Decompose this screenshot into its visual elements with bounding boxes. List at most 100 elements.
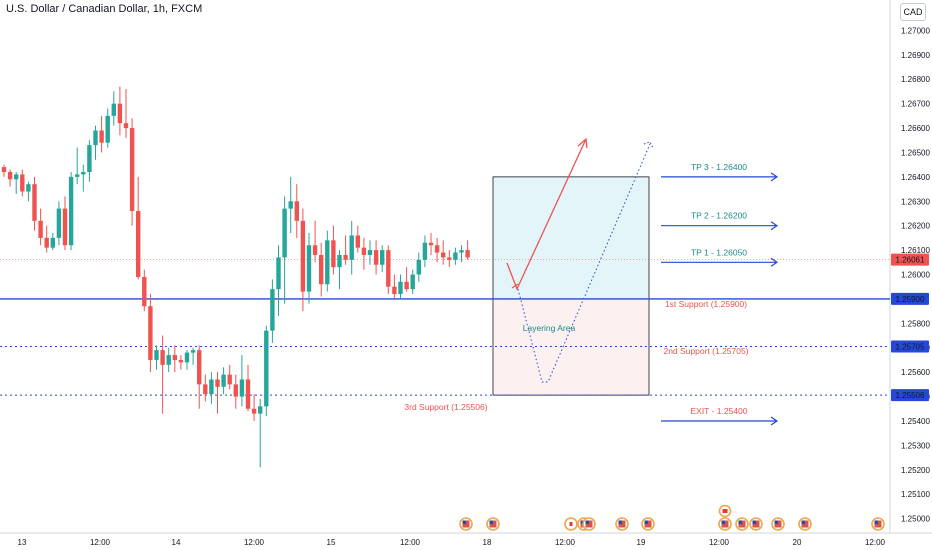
price-axis[interactable]: 1.27000 1.26900 1.26800 1.26700 1.26600 1.265… xyxy=(891,26,930,524)
us-flag-icon xyxy=(735,517,749,531)
candle-body xyxy=(331,240,336,268)
candle xyxy=(386,245,391,295)
flag-canton xyxy=(752,520,756,524)
candle xyxy=(294,184,299,238)
candle xyxy=(361,237,367,270)
candle-body xyxy=(178,359,184,363)
candle xyxy=(422,235,428,268)
candle xyxy=(129,118,135,226)
candle xyxy=(398,274,403,299)
candle xyxy=(87,140,92,182)
candle xyxy=(20,169,25,197)
flag-canton xyxy=(580,520,584,524)
candle-body xyxy=(44,237,49,248)
price-tick-label: 1.25000 xyxy=(901,515,930,524)
candle xyxy=(349,220,354,275)
currency-button[interactable]: CAD xyxy=(900,3,926,21)
price-badge xyxy=(891,389,929,402)
candle xyxy=(7,169,13,187)
candle xyxy=(190,347,196,365)
candle xyxy=(136,176,141,280)
candle xyxy=(319,242,324,297)
candle xyxy=(111,91,116,126)
us-flag-icon xyxy=(582,517,596,531)
candle xyxy=(203,374,208,402)
target-arrow-head xyxy=(770,416,779,426)
candle-body xyxy=(50,237,55,248)
flag-canton xyxy=(874,520,878,524)
candle-body xyxy=(300,220,306,292)
flag-canton xyxy=(774,520,778,524)
candle xyxy=(392,274,397,299)
canada-flag-icon xyxy=(564,517,578,531)
candle-body xyxy=(428,242,434,246)
economic-event-icons xyxy=(459,504,885,531)
price-tick-label: 1.26500 xyxy=(901,148,930,157)
candle xyxy=(331,225,336,275)
candle-body xyxy=(99,130,104,143)
candle-body xyxy=(215,379,220,387)
candle xyxy=(154,345,159,370)
candle-body xyxy=(160,350,165,365)
candle-body xyxy=(465,250,470,258)
price-badge xyxy=(891,253,929,266)
price-tick-label: 1.26600 xyxy=(901,124,930,133)
us-flag-icon xyxy=(641,517,655,531)
projection-paths xyxy=(506,137,654,383)
candle xyxy=(453,247,458,265)
candle-body xyxy=(373,250,379,265)
price-tick-label: 1.26200 xyxy=(901,222,930,231)
candle xyxy=(184,350,190,370)
us-flag-icon xyxy=(749,517,763,531)
candle xyxy=(337,250,342,290)
candle-body xyxy=(404,281,409,290)
candle xyxy=(447,250,452,268)
support-3-label: 3rd Support (1.25506) xyxy=(404,402,487,412)
time-tick-label: 14 xyxy=(172,538,181,547)
target-arrow-head xyxy=(770,172,779,182)
candle xyxy=(227,364,232,390)
price-tick-label: 1.26700 xyxy=(901,100,930,109)
candle-body xyxy=(258,406,263,414)
time-tick-label: 12:00 xyxy=(90,538,111,547)
candle-body xyxy=(209,379,214,395)
target-arrow-head xyxy=(770,221,779,231)
candle xyxy=(258,399,263,468)
target-label: TP 1 - 1.26050 xyxy=(691,247,747,257)
time-axis[interactable]: 13 12:00 14 12:00 15 12:00 18 12:00 19 12:00 20 12:… xyxy=(18,538,886,547)
candle-body xyxy=(172,355,177,360)
flag-canton xyxy=(618,520,622,524)
candle-body xyxy=(288,201,293,209)
candle-body xyxy=(136,211,141,277)
time-tick-label: 12:00 xyxy=(709,538,730,547)
candle xyxy=(434,237,440,263)
flag-canton xyxy=(738,520,742,524)
candle-body xyxy=(355,235,360,248)
candle xyxy=(1,164,7,177)
candle xyxy=(343,235,348,265)
candle-body xyxy=(1,167,7,172)
arrow-head xyxy=(577,137,588,149)
candle-body xyxy=(62,208,68,246)
us-flag-icon xyxy=(871,517,885,531)
candle-body xyxy=(166,355,171,365)
candle-body xyxy=(129,128,135,212)
candle-body xyxy=(337,254,342,268)
candle-body xyxy=(270,289,275,331)
flag-leaf xyxy=(569,522,573,526)
candle xyxy=(465,240,470,260)
candle-body xyxy=(312,245,318,255)
candle-body xyxy=(117,103,123,124)
candle xyxy=(62,196,68,251)
candle-body xyxy=(386,250,391,287)
candle xyxy=(93,125,98,160)
candle xyxy=(81,164,86,192)
flag-leaf xyxy=(722,509,728,513)
candle-body xyxy=(154,350,159,360)
candle xyxy=(99,115,104,153)
candle xyxy=(312,220,318,263)
us-flag-icon xyxy=(615,517,629,531)
candle-body xyxy=(87,145,92,172)
target-label: TP 3 - 1.26400 xyxy=(691,162,747,172)
